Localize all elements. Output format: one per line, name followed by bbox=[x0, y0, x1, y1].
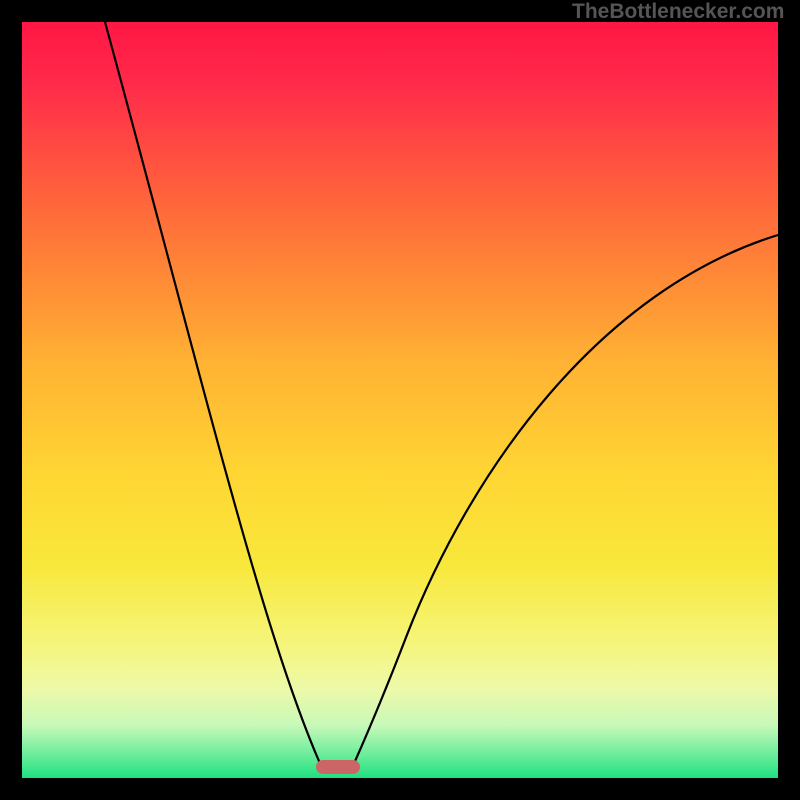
watermark-text: TheBottlenecker.com bbox=[572, 0, 784, 24]
curve-layer bbox=[0, 0, 800, 800]
chart-container: TheBottlenecker.com bbox=[0, 0, 800, 800]
bottleneck-marker bbox=[316, 760, 360, 774]
curve-left bbox=[105, 22, 322, 768]
curve-right bbox=[352, 235, 778, 768]
